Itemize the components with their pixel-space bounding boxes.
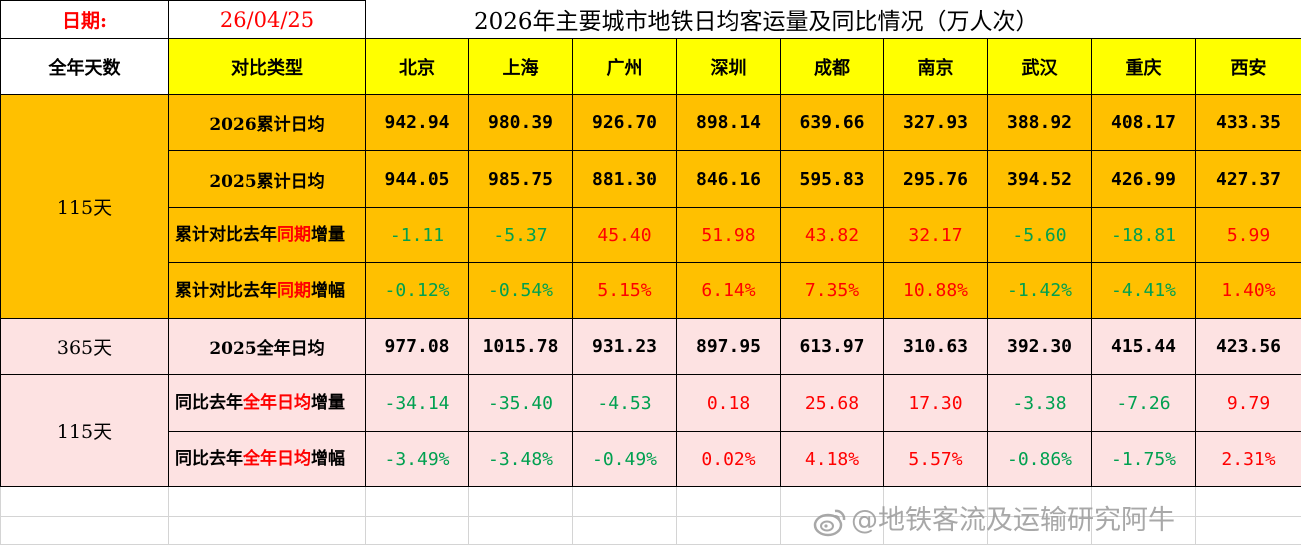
row-label: 2026累计日均	[168, 94, 366, 151]
value-cell: 295.76	[883, 150, 988, 208]
value-cell: -35.40	[468, 374, 573, 432]
value-cell: 433.35	[1194, 94, 1301, 151]
value-cell: 1015.78	[468, 318, 573, 375]
value-cell: 426.99	[1091, 150, 1196, 208]
value-cell: 25.68	[780, 374, 884, 432]
value-cell: 4.18%	[780, 431, 884, 487]
row-label: 同比去年全年日均增量	[168, 374, 366, 432]
value-cell: 944.05	[365, 150, 469, 208]
value-cell: -7.26	[1091, 374, 1196, 432]
value-cell: 327.93	[883, 94, 988, 151]
value-cell: -34.14	[365, 374, 469, 432]
header-city: 北京	[365, 38, 469, 95]
header-city: 西安	[1194, 38, 1301, 95]
value-cell: 310.63	[883, 318, 988, 375]
value-cell: -4.41%	[1091, 262, 1196, 319]
row-label: 同比去年全年日均增幅	[168, 431, 366, 487]
value-cell: 32.17	[883, 207, 988, 263]
value-cell: -3.38	[987, 374, 1092, 432]
table-row: 115天 2026累计日均 942.94 980.39 926.70 898.1…	[0, 94, 1301, 319]
watermark: @地铁客流及运输研究阿牛	[813, 498, 1175, 539]
table-row: 同比去年全年日均增幅 -3.49% -3.48% -0.49% 0.02% 4.…	[1, 431, 1301, 487]
value-cell: -1.75%	[1091, 431, 1196, 487]
value-cell: -0.12%	[365, 262, 469, 319]
value-cell: 5.57%	[883, 431, 988, 487]
value-cell: 392.30	[987, 318, 1092, 375]
value-cell: 10.88%	[883, 262, 988, 319]
value-cell: -5.60	[987, 207, 1092, 263]
value-cell: 7.35%	[780, 262, 884, 319]
value-cell: 423.56	[1194, 318, 1301, 375]
value-cell: 595.83	[780, 150, 884, 208]
value-cell: 639.66	[780, 94, 884, 151]
table-row: 累计对比去年同期增幅 -0.12% -0.54% 5.15% 6.14% 7.3…	[1, 262, 1301, 319]
value-cell: 5.99	[1194, 207, 1301, 263]
table-title: 2026年主要城市地铁日均客运量及同比情况（万人次）	[364, 0, 1301, 39]
value-cell: 897.95	[676, 318, 781, 375]
date-label: 日期:	[0, 0, 169, 39]
value-cell: 45.40	[572, 207, 677, 263]
row-label: 累计对比去年同期增量	[168, 207, 366, 263]
value-cell: -5.37	[468, 207, 573, 263]
value-cell: 51.98	[676, 207, 781, 263]
header-city: 武汉	[987, 38, 1092, 95]
value-cell: 613.97	[780, 318, 884, 375]
table-row: 2025累计日均 944.05 985.75 881.30 846.16 595…	[1, 150, 1301, 208]
value-cell: -4.53	[572, 374, 677, 432]
header-city: 南京	[883, 38, 988, 95]
header-city: 上海	[468, 38, 573, 95]
value-cell: -1.11	[365, 207, 469, 263]
value-cell: 0.18	[676, 374, 781, 432]
header-type: 对比类型	[168, 38, 366, 95]
value-cell: 2.31%	[1194, 431, 1301, 487]
header-city: 广州	[572, 38, 677, 95]
table-row: 累计对比去年同期增量 -1.11 -5.37 45.40 51.98 43.82…	[1, 207, 1301, 263]
value-cell: 5.15%	[572, 262, 677, 319]
table-row: 365天 2025全年日均 977.08 1015.78 931.23 897.…	[0, 318, 1301, 375]
row-label: 累计对比去年同期增幅	[168, 262, 366, 319]
value-cell: 0.02%	[676, 431, 781, 487]
days-cell: 365天	[0, 318, 169, 375]
row-label: 2025全年日均	[168, 318, 366, 375]
value-cell: -1.42%	[987, 262, 1092, 319]
value-cell: 6.14%	[676, 262, 781, 319]
days-cell: 115天	[0, 374, 169, 487]
value-cell: -0.49%	[572, 431, 677, 487]
value-cell: 408.17	[1091, 94, 1196, 151]
header-city: 深圳	[676, 38, 781, 95]
value-cell: 931.23	[572, 318, 677, 375]
value-cell: -3.48%	[468, 431, 573, 487]
value-cell: 388.92	[987, 94, 1092, 151]
value-cell: 881.30	[572, 150, 677, 208]
value-cell: 977.08	[365, 318, 469, 375]
value-cell: 17.30	[883, 374, 988, 432]
value-cell: -0.86%	[987, 431, 1092, 487]
value-cell: -3.49%	[365, 431, 469, 487]
header-days: 全年天数	[0, 38, 169, 95]
table-row: 115天 同比去年全年日均增量 -34.14 -35.40 -4.53 0.18…	[0, 374, 1301, 487]
days-cell: 115天	[0, 94, 169, 319]
value-cell: 846.16	[676, 150, 781, 208]
value-cell: 43.82	[780, 207, 884, 263]
value-cell: 394.52	[987, 150, 1092, 208]
value-cell: 980.39	[468, 94, 573, 151]
value-cell: -0.54%	[468, 262, 573, 319]
value-cell: 926.70	[572, 94, 677, 151]
value-cell: 9.79	[1194, 374, 1301, 432]
value-cell: 985.75	[468, 150, 573, 208]
value-cell: 415.44	[1091, 318, 1196, 375]
weibo-icon	[813, 505, 847, 539]
value-cell: 1.40%	[1194, 262, 1301, 319]
date-value: 26/04/25	[168, 0, 366, 39]
value-cell: 942.94	[365, 94, 469, 151]
row-label: 2025累计日均	[168, 150, 366, 208]
header-city: 重庆	[1091, 38, 1196, 95]
value-cell: 427.37	[1194, 150, 1301, 208]
value-cell: 898.14	[676, 94, 781, 151]
value-cell: -18.81	[1091, 207, 1196, 263]
header-city: 成都	[780, 38, 884, 95]
